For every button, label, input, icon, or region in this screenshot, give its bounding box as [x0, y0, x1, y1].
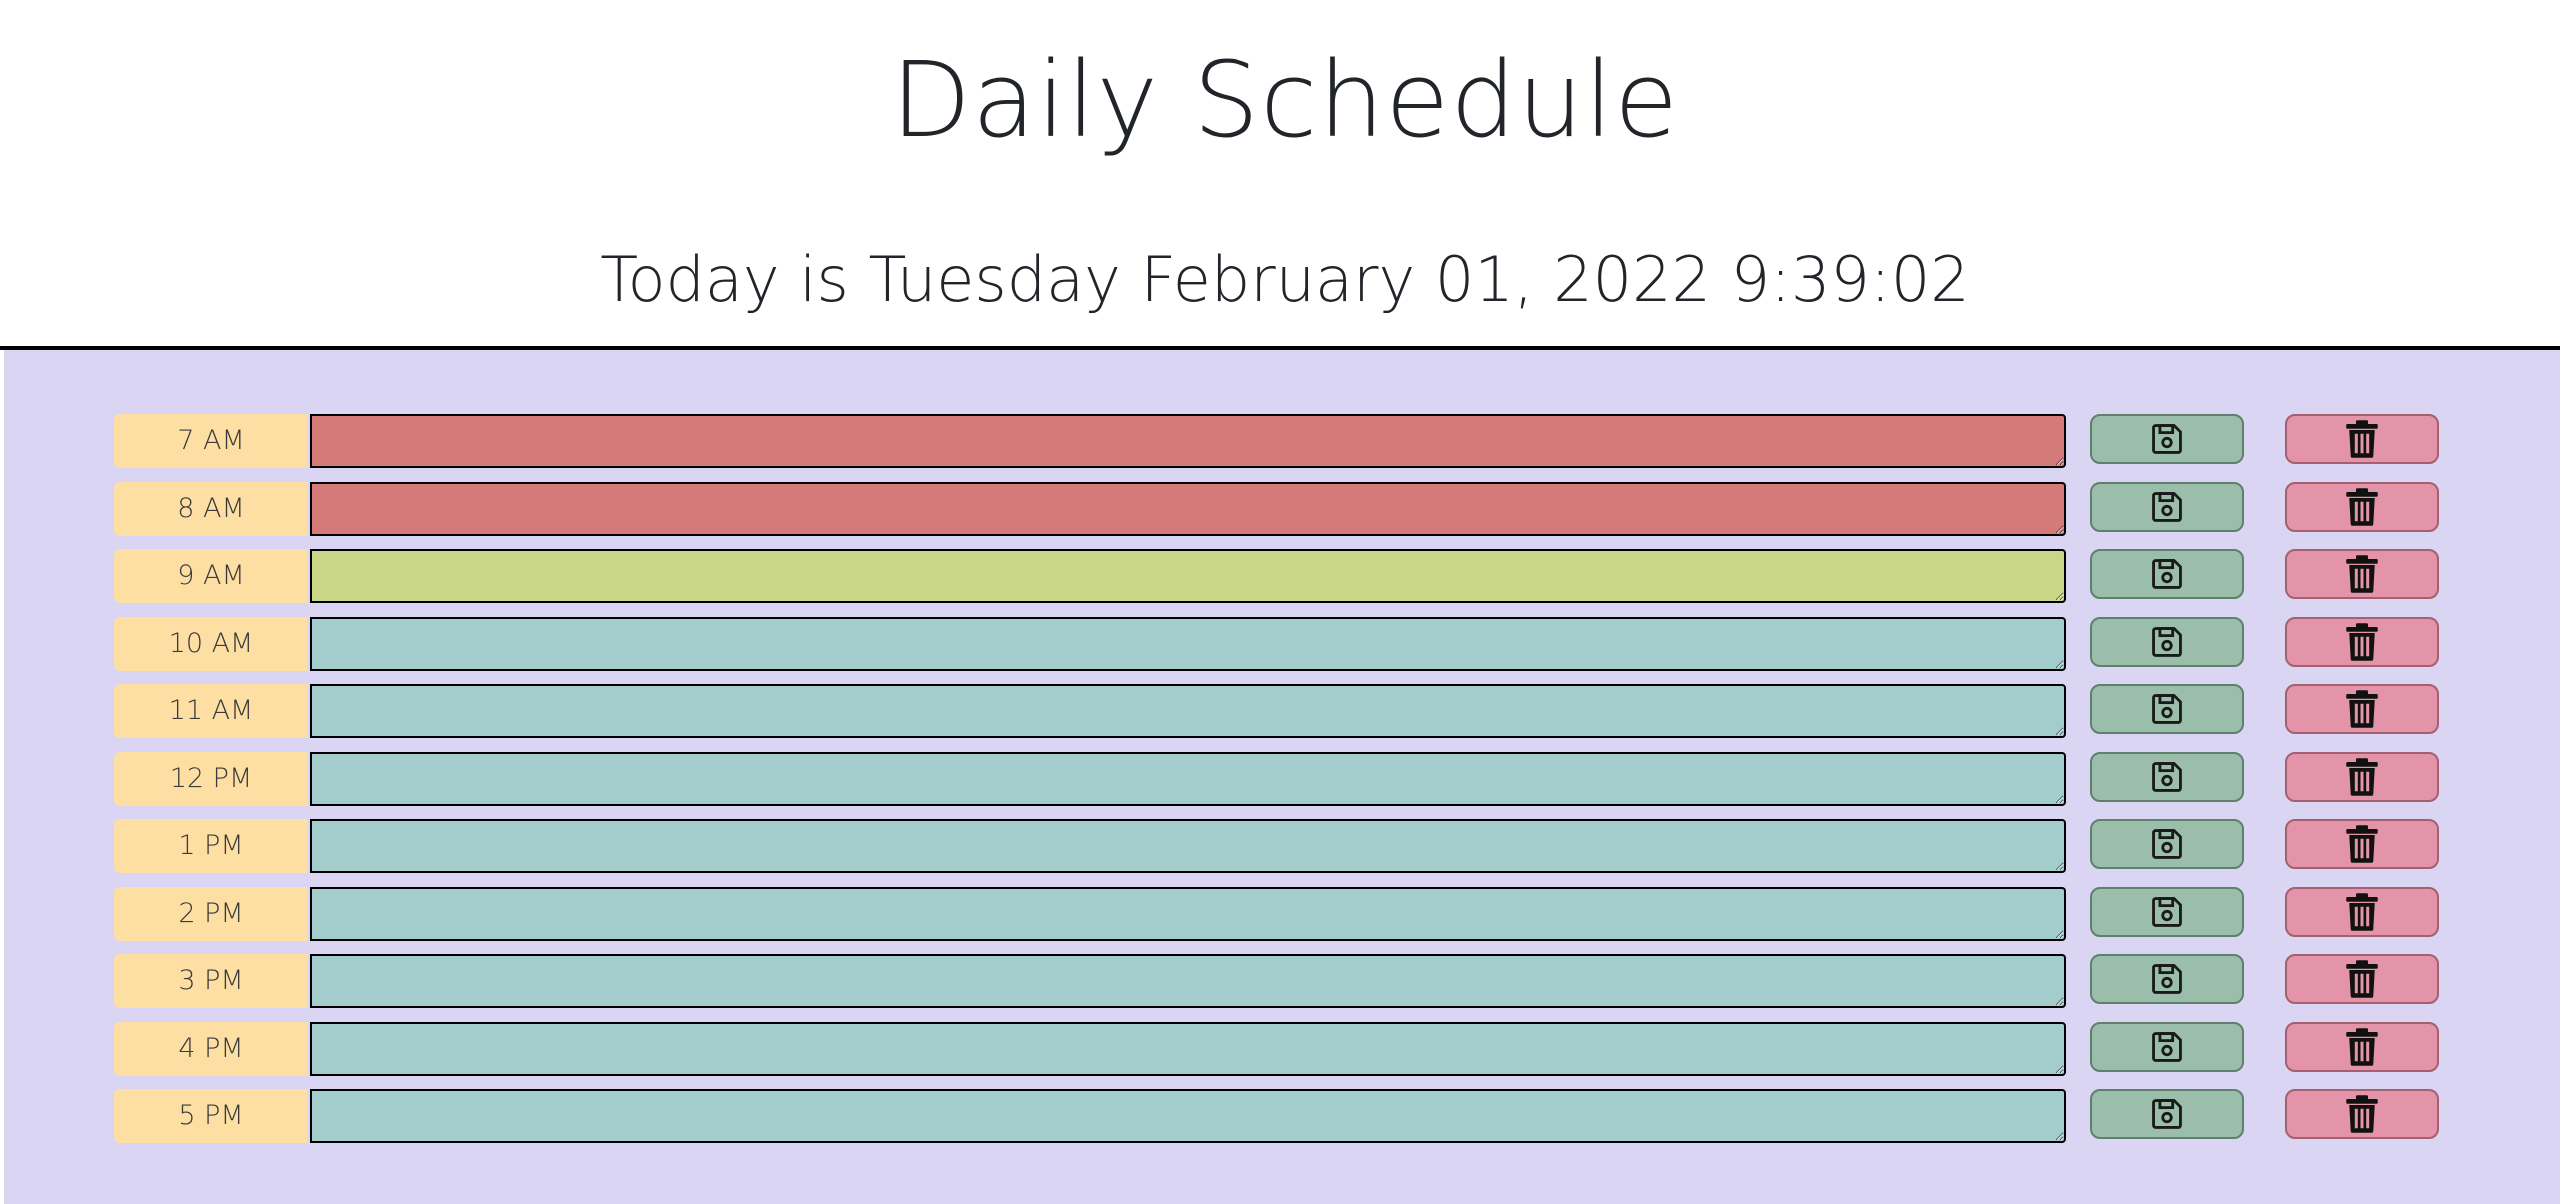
save-button[interactable]: [2090, 684, 2244, 734]
time-block-row: 8 AM: [114, 481, 2444, 538]
trash-can-icon: [2346, 1027, 2378, 1066]
trash-can-icon: [2346, 892, 2378, 931]
trash-can-icon: [2346, 825, 2378, 863]
hour-label: 4 PM: [114, 1021, 308, 1076]
time-block-row: 2 PM: [114, 886, 2444, 943]
floppy-disk-icon: [2152, 1099, 2182, 1129]
hour-label: 11 AM: [114, 684, 308, 738]
schedule-container: 7 AM 8 AM: [4, 350, 2560, 1204]
delete-button[interactable]: [2285, 819, 2439, 869]
floppy-disk-icon: [2152, 694, 2182, 724]
floppy-disk-icon: [2152, 1031, 2182, 1062]
save-button[interactable]: [2090, 819, 2244, 869]
time-block-row: 10 AM: [114, 616, 2444, 673]
delete-button[interactable]: [2285, 616, 2439, 667]
event-description-input[interactable]: [310, 414, 2066, 468]
hour-label: 3 PM: [114, 954, 308, 1008]
time-block-row: 12 PM: [114, 751, 2444, 808]
current-date: Today is Tuesday February 01, 2022 9:39:…: [600, 243, 1970, 316]
delete-button[interactable]: [2285, 1021, 2439, 1072]
delete-button[interactable]: [2285, 751, 2439, 802]
event-description-input[interactable]: [310, 886, 2066, 941]
page-title: Daily Schedule: [890, 39, 1680, 161]
delete-button[interactable]: [2285, 549, 2439, 599]
floppy-disk-icon: [2152, 559, 2182, 589]
save-button[interactable]: [2090, 751, 2244, 802]
time-block-row: 3 PM: [114, 954, 2444, 1010]
hour-label: 1 PM: [114, 819, 308, 873]
save-button[interactable]: [2090, 481, 2244, 532]
floppy-disk-icon: [2152, 424, 2182, 454]
hour-label: 12 PM: [114, 751, 308, 806]
save-button[interactable]: [2090, 954, 2244, 1004]
trash-can-icon: [2346, 1095, 2378, 1133]
trash-can-icon: [2346, 420, 2378, 458]
event-description-input[interactable]: [310, 1089, 2066, 1143]
event-description-input[interactable]: [310, 819, 2066, 873]
floppy-disk-icon: [2152, 829, 2182, 859]
delete-button[interactable]: [2285, 1089, 2439, 1139]
event-description-input[interactable]: [310, 549, 2066, 603]
save-button[interactable]: [2090, 549, 2244, 599]
save-button[interactable]: [2090, 886, 2244, 937]
hour-label: 2 PM: [114, 886, 308, 941]
trash-can-icon: [2346, 757, 2378, 796]
trash-can-icon: [2346, 555, 2378, 593]
event-description-input[interactable]: [310, 751, 2066, 806]
hour-label: 7 AM: [114, 414, 308, 468]
delete-button[interactable]: [2285, 481, 2439, 532]
event-description-input[interactable]: [310, 684, 2066, 738]
save-button[interactable]: [2090, 1089, 2244, 1139]
page-header: Daily Schedule Today is Tuesday February…: [0, 0, 2560, 350]
trash-can-icon: [2346, 487, 2378, 526]
floppy-disk-icon: [2152, 491, 2182, 522]
delete-button[interactable]: [2285, 414, 2439, 464]
time-block-row: 4 PM: [114, 1021, 2444, 1078]
hour-label: 10 AM: [114, 616, 308, 671]
hour-label: 5 PM: [114, 1089, 308, 1143]
event-description-input[interactable]: [310, 1021, 2066, 1076]
time-block-row: 9 AM: [114, 549, 2444, 605]
event-description-input[interactable]: [310, 954, 2066, 1008]
delete-button[interactable]: [2285, 886, 2439, 937]
trash-can-icon: [2346, 622, 2378, 661]
hour-label: 9 AM: [114, 549, 308, 603]
delete-button[interactable]: [2285, 954, 2439, 1004]
trash-can-icon: [2346, 690, 2378, 728]
floppy-disk-icon: [2152, 626, 2182, 657]
time-block-row: 5 PM: [114, 1089, 2444, 1145]
trash-can-icon: [2346, 960, 2378, 998]
floppy-disk-icon: [2152, 761, 2182, 792]
delete-button[interactable]: [2285, 684, 2439, 734]
event-description-input[interactable]: [310, 481, 2066, 536]
floppy-disk-icon: [2152, 896, 2182, 927]
event-description-input[interactable]: [310, 616, 2066, 671]
time-block-row: 7 AM: [114, 414, 2444, 470]
hour-label: 8 AM: [114, 481, 308, 536]
save-button[interactable]: [2090, 414, 2244, 464]
save-button[interactable]: [2090, 616, 2244, 667]
time-block-row: 11 AM: [114, 684, 2444, 740]
save-button[interactable]: [2090, 1021, 2244, 1072]
time-block-row: 1 PM: [114, 819, 2444, 875]
floppy-disk-icon: [2152, 964, 2182, 994]
